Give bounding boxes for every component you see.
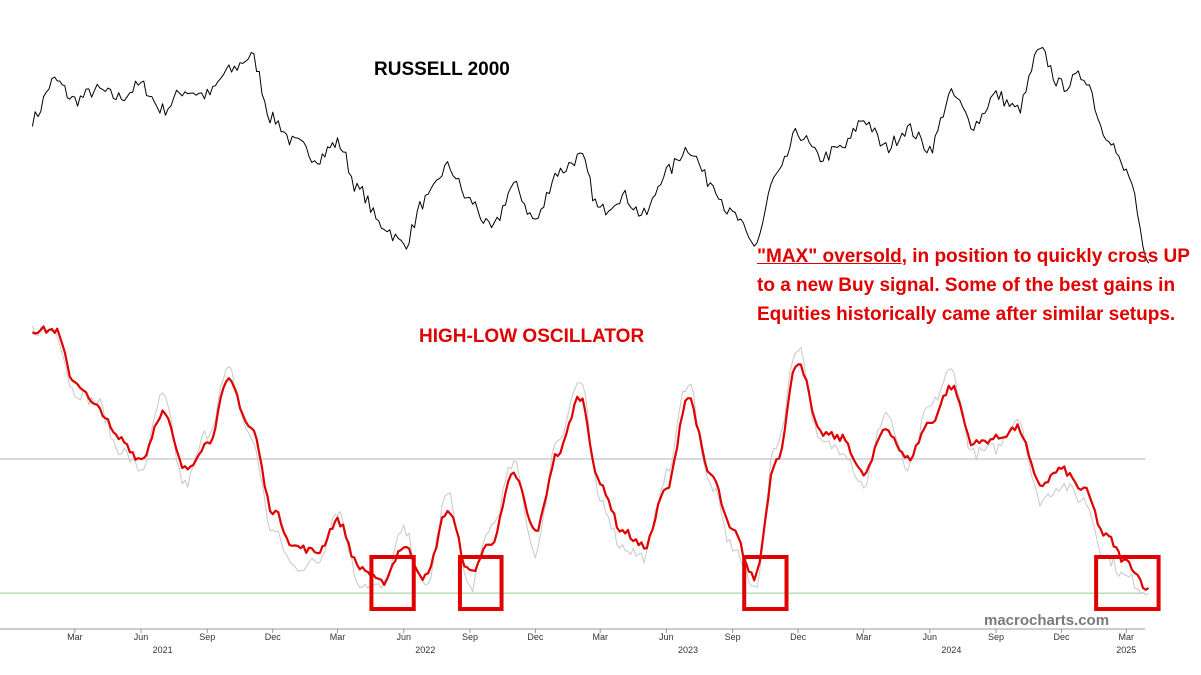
annotation-highlight: "MAX" oversold: [757, 246, 902, 267]
x-tick-label: Sep: [988, 632, 1004, 642]
x-tick-label: Dec: [527, 632, 544, 642]
oscillator-title: HIGH-LOW OSCILLATOR: [419, 326, 645, 347]
watermark: macrocharts.com: [984, 612, 1110, 629]
annotation-body: , in position to quickly cross UP to a n…: [757, 246, 1190, 325]
x-tick-label: Jun: [923, 632, 938, 642]
year-tick-label: 2024: [941, 645, 961, 655]
x-tick-label: Mar: [1119, 632, 1135, 642]
x-tick-label: Jun: [134, 632, 149, 642]
x-tick-label: Sep: [199, 632, 215, 642]
highlight-box-2: [742, 555, 789, 611]
oscillator-line: [31, 325, 1150, 591]
x-tick-label: Mar: [592, 632, 608, 642]
oscillator-raw-line: [31, 325, 1149, 596]
x-tick-label: Mar: [856, 632, 872, 642]
year-tick-label: 2022: [415, 645, 435, 655]
x-tick-label: Mar: [330, 632, 346, 642]
highlight-box-1: [457, 555, 504, 611]
x-tick-label: Mar: [67, 632, 83, 642]
x-tick-label: Jun: [659, 632, 674, 642]
year-tick-label: 2021: [153, 645, 173, 655]
x-tick-label: Jun: [396, 632, 411, 642]
annotation-text: "MAX" oversold, in position to quickly c…: [757, 242, 1201, 329]
x-tick-label: Dec: [265, 632, 282, 642]
x-tick-label: Dec: [790, 632, 807, 642]
year-tick-label: 2025: [1116, 645, 1136, 655]
highlight-box-3: [1094, 555, 1161, 611]
russell-2000-line: [31, 46, 1150, 264]
x-tick-label: Sep: [462, 632, 478, 642]
highlight-box-0: [369, 555, 416, 611]
russell-2000-title: RUSSELL 2000: [374, 59, 510, 80]
x-tick-label: Sep: [725, 632, 741, 642]
year-tick-label: 2023: [678, 645, 698, 655]
x-tick-label: Dec: [1054, 632, 1071, 642]
